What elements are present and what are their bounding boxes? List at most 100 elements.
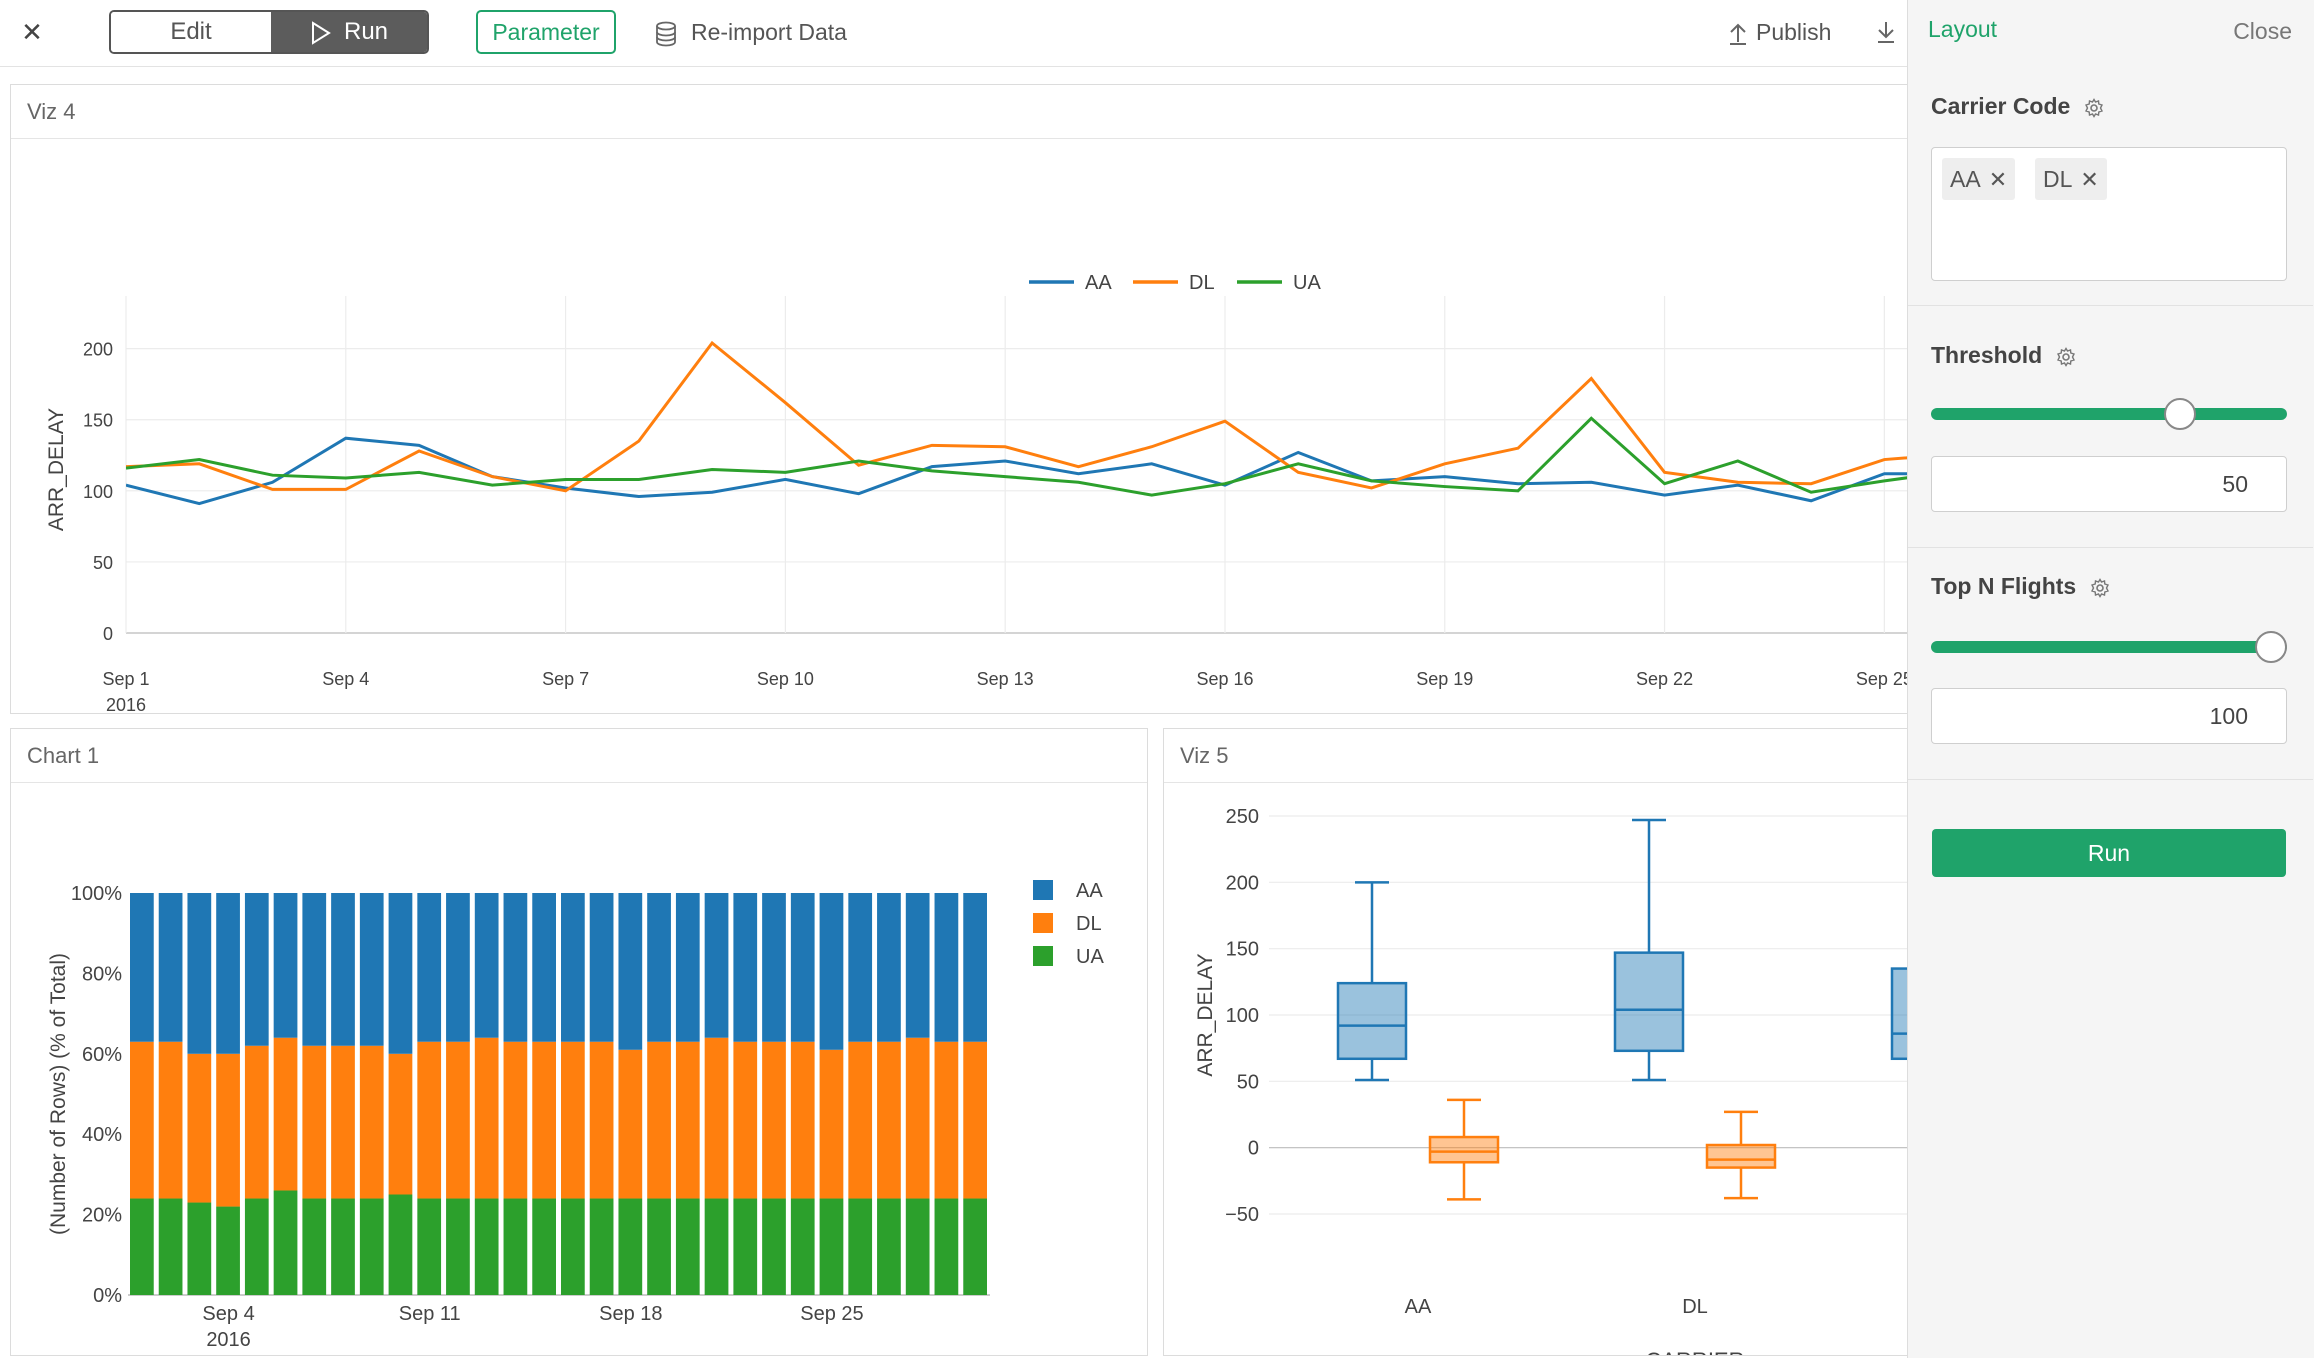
close-icon[interactable]: ✕ (21, 17, 43, 47)
bar-segment-ua (561, 1198, 585, 1295)
bar-segment-aa (704, 893, 729, 1038)
y-tick-label: 50 (93, 553, 113, 573)
line-chart: 0 50 100 150 200 Sep 1 2016 Sep 4 Sep 7 Sep 10 Sep… (45, 272, 1921, 713)
top-n-input[interactable]: 100 (1931, 688, 2287, 744)
gear-icon[interactable] (2056, 347, 2076, 367)
bar-segment-ua (790, 1198, 815, 1295)
bar-segment-dl (790, 1041, 815, 1199)
bar-segment-dl (704, 1037, 729, 1199)
top-toolbar: ✕ Edit Run Parameter Re-import Data Publ… (0, 0, 1907, 67)
run-mode-button[interactable]: Run (271, 12, 427, 52)
series-line-ua (126, 416, 1921, 497)
y-tick-label: 60% (82, 1044, 122, 1066)
bar-segment-aa (589, 893, 614, 1042)
y-tick-label: 100 (83, 482, 113, 502)
gear-icon[interactable] (2090, 578, 2110, 598)
bar-segment-ua (446, 1198, 470, 1295)
top-n-slider[interactable] (1931, 641, 2287, 653)
y-tick-label: 0 (103, 624, 113, 644)
x-tick-label: Sep 4 (322, 669, 369, 689)
bar-segment-ua (187, 1202, 212, 1295)
bar-segment-dl (446, 1041, 470, 1199)
box-aa-orange (1428, 1098, 1500, 1201)
bar-segment-ua (417, 1198, 442, 1295)
panel-divider (1164, 782, 1929, 783)
remove-tag-icon[interactable]: ✕ (2080, 167, 2099, 192)
x-tick-label: Sep 13 (977, 669, 1034, 689)
edit-button[interactable]: Edit (111, 12, 271, 52)
bar-segment-dl (187, 1053, 212, 1203)
threshold-input[interactable]: 50 (1931, 456, 2287, 512)
bar-segment-aa (244, 893, 269, 1046)
bar-segment-aa (130, 893, 154, 1042)
database-icon (656, 21, 676, 47)
layout-link[interactable]: Layout (1928, 16, 1998, 42)
x-tick-label: DL (1682, 1296, 1708, 1318)
run-button[interactable]: Run (1932, 829, 2286, 877)
y-axis-title: (Number of Rows) (% of Total) (47, 953, 70, 1235)
panel-divider (11, 782, 1147, 783)
box-body (1613, 951, 1685, 1053)
bar-segment-dl (877, 1041, 901, 1199)
y-tick-label: 200 (1226, 872, 1259, 894)
mode-toggle: Edit Run (109, 10, 429, 54)
parameter-side-panel: Layout Close Carrier Code AA ✕ DL ✕ Thresh… (1907, 0, 2314, 1358)
bar-segment-aa (647, 893, 671, 1042)
gear-icon[interactable] (2084, 98, 2104, 118)
bar-segment-aa (474, 893, 499, 1038)
bar-segment-ua (618, 1198, 643, 1295)
bar-segment-aa (302, 893, 327, 1046)
x-tick-label: Sep 18 (599, 1303, 662, 1325)
threshold-slider[interactable] (1931, 408, 2287, 420)
y-tick-label: 80% (82, 963, 122, 985)
upload-icon (1730, 23, 1746, 45)
legend-swatch (1033, 913, 1053, 933)
bar-segment-ua (589, 1198, 614, 1295)
box-body (1336, 981, 1408, 1061)
bar-segment-dl (675, 1041, 700, 1199)
bar-segment-dl (647, 1041, 671, 1199)
bar-segment-ua (963, 1198, 987, 1295)
remove-tag-icon[interactable]: ✕ (1988, 167, 2008, 192)
legend-swatch (1033, 946, 1053, 966)
bar-segment-dl (331, 1045, 355, 1199)
threshold-slider-thumb[interactable] (2164, 398, 2197, 430)
bar-segment-aa (359, 893, 384, 1046)
bar-segment-aa (675, 893, 700, 1042)
section-divider (1908, 779, 2313, 780)
bar-segment-ua (934, 1198, 959, 1295)
panel-title: Viz 4 (27, 99, 76, 124)
bar-segment-ua (302, 1198, 327, 1295)
bar-segment-dl (388, 1053, 413, 1195)
publish-label: Publish (1756, 19, 1832, 45)
bar-segment-ua (532, 1198, 556, 1295)
viz5-panel: Viz 5 −50 0 50 100 150 200 250 AA DL ARR_DELAY CAR… (1163, 728, 1930, 1356)
bar-segment-aa (733, 893, 758, 1042)
bar-segment-ua (273, 1190, 298, 1295)
bar-segment-dl (618, 1049, 643, 1199)
parameter-button[interactable]: Parameter (476, 10, 616, 54)
bar-segment-dl (589, 1041, 614, 1199)
download-icon[interactable] (1876, 20, 1896, 44)
reimport-data-button[interactable]: Re-import Data (655, 10, 847, 54)
side-close-link[interactable]: Close (2233, 18, 2292, 44)
series-line-dl (126, 340, 1921, 493)
bar-segment-dl (417, 1041, 442, 1199)
bar-segment-ua (331, 1198, 355, 1295)
bar-segment-dl (130, 1041, 154, 1199)
top-n-slider-thumb[interactable] (2255, 631, 2287, 663)
legend-label: DL (1189, 272, 1215, 294)
bar-segment-dl (848, 1041, 873, 1199)
bar-segment-aa (273, 893, 298, 1038)
bar-segment-ua (359, 1198, 384, 1295)
carrier-code-multiselect[interactable]: AA ✕ DL ✕ (1931, 147, 2287, 281)
x-tick-label: Sep 7 (542, 669, 589, 689)
publish-button[interactable]: Publish (1728, 10, 1831, 54)
bar-segment-dl (963, 1041, 987, 1199)
y-tick-label: 40% (82, 1124, 122, 1146)
bar-segment-ua (647, 1198, 671, 1295)
bar-segment-ua (216, 1206, 240, 1295)
bar-segment-aa (848, 893, 873, 1042)
carrier-code-label: Carrier Code (1931, 93, 2104, 120)
bar-segment-aa (905, 893, 930, 1038)
